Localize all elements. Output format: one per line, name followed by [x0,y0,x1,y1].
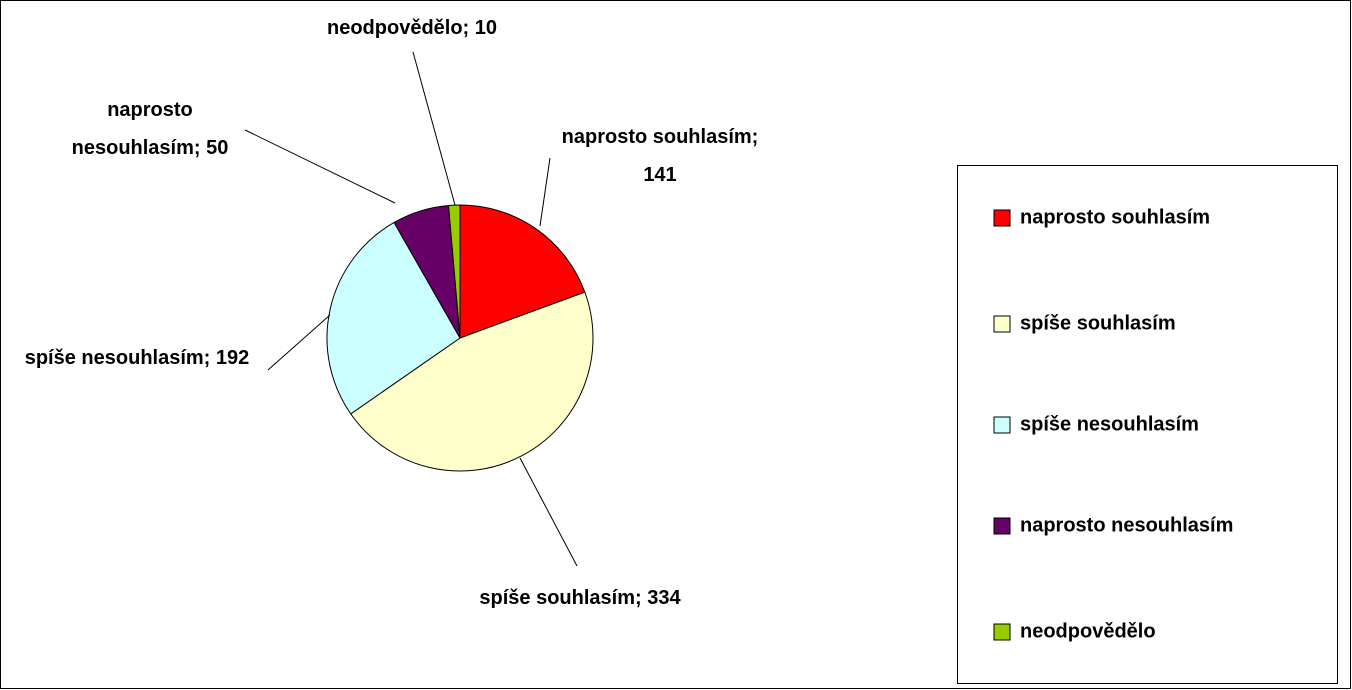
leader-line [412,51,456,206]
legend-swatch [993,315,1011,333]
leader-line [539,157,551,227]
data-label: naprosto nesouhlasím; 50 [71,99,229,159]
legend-label: naprosto nesouhlasím [1020,514,1233,536]
legend-box [957,165,1338,684]
data-label: spíše souhlasím; 334 [479,587,681,609]
pie-slice [447,204,461,339]
legend-label: spíše nesouhlasím [1020,413,1199,435]
legend-swatch [993,416,1011,434]
pie-slice [326,221,461,415]
pie-slice [459,204,586,339]
leader-line [244,129,396,204]
legend-swatch [993,517,1011,535]
legend-label: neodpovědělo [1020,620,1156,642]
legend-swatch [993,209,1011,227]
legend-label: spíše souhlasím [1020,312,1176,334]
legend-label: naprosto souhlasím [1020,206,1210,228]
pie-slice [350,291,594,472]
legend-swatch [993,623,1011,641]
data-label: neodpovědělo; 10 [326,17,498,39]
leader-line [267,314,331,371]
leader-line [519,457,578,567]
data-label: spíše nesouhlasím; 192 [24,347,250,369]
data-label: naprosto souhlasím; 141 [561,126,759,186]
